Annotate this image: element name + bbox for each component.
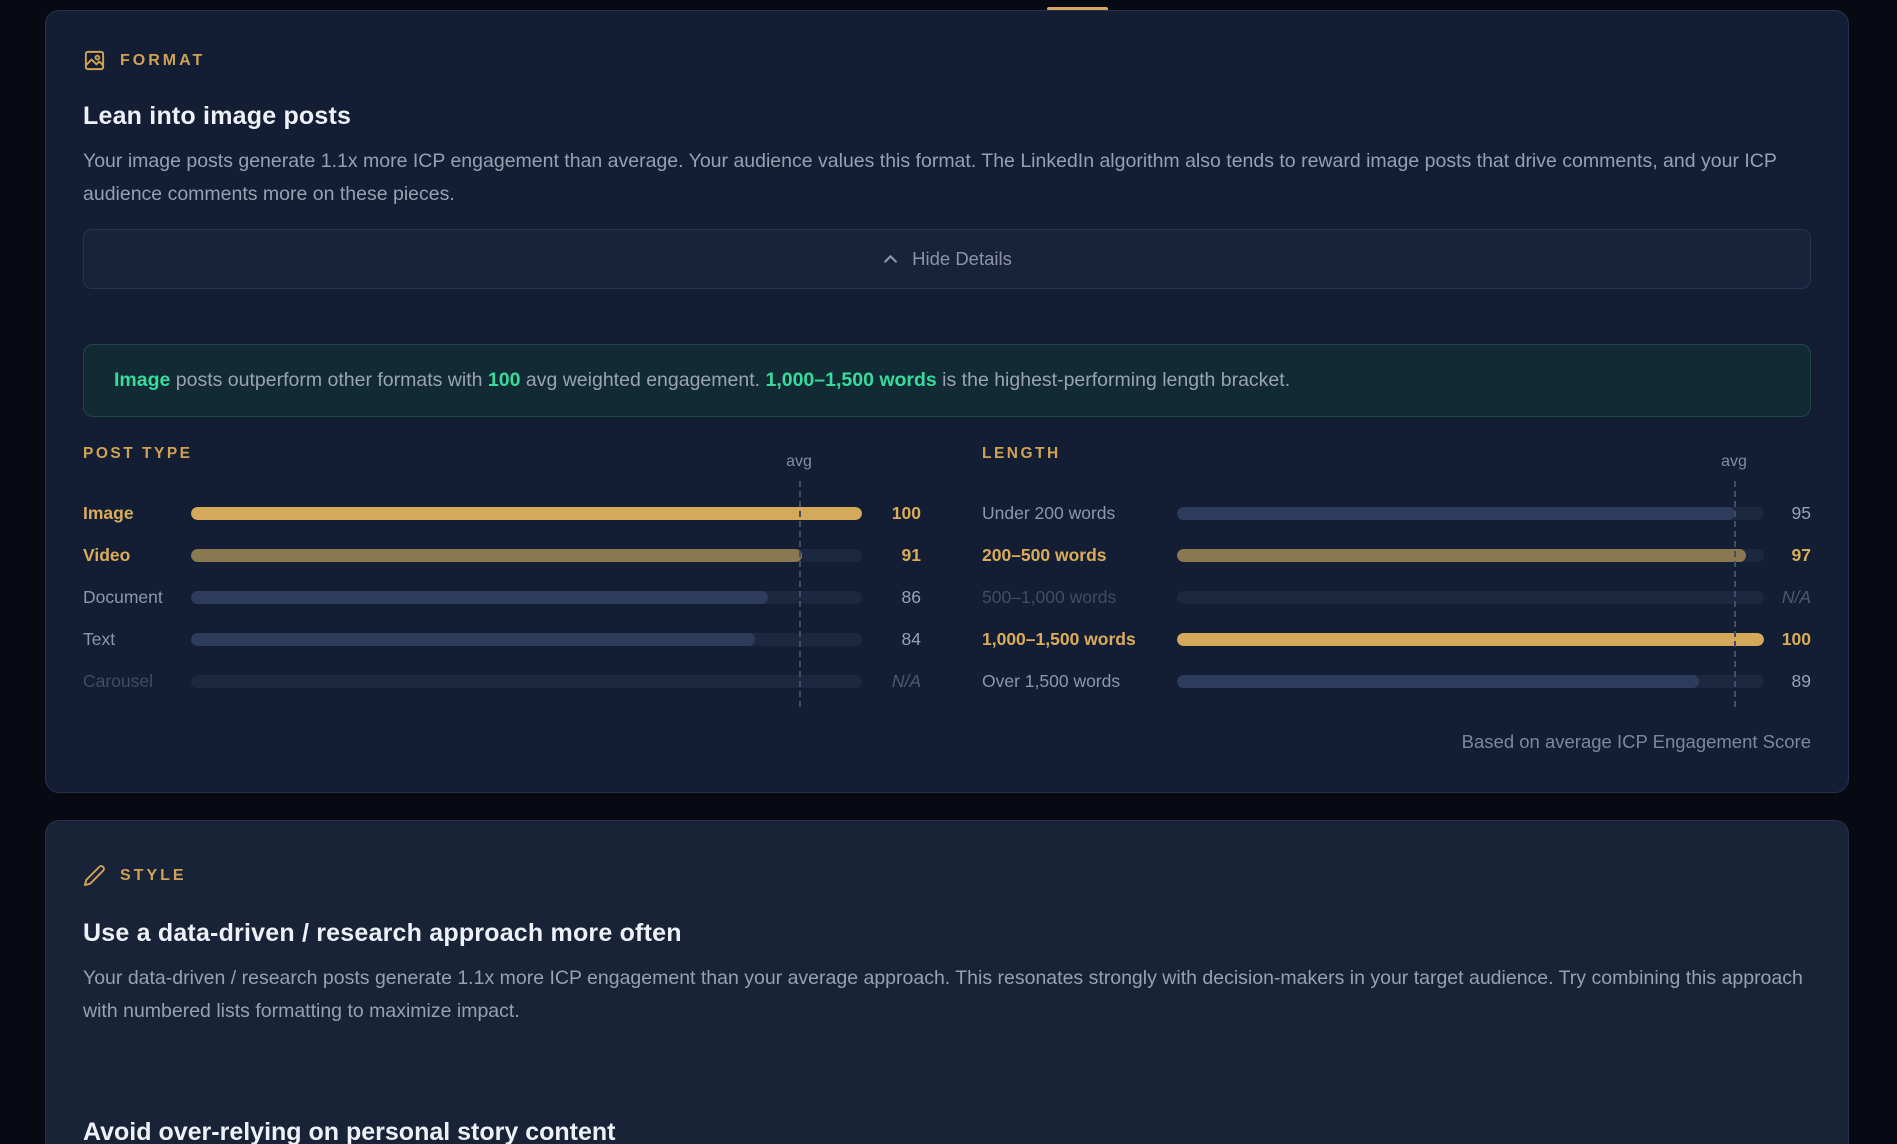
image-icon	[83, 49, 106, 72]
bar-track	[191, 590, 862, 604]
format-card: FORMAT Lean into image posts Your image …	[45, 10, 1849, 793]
length-avg-label: avg	[1721, 453, 1747, 470]
bar-label: 500–1,000 words	[982, 586, 1117, 607]
length-chart: LENGTH avg Under 200 words 95 200–500 wo…	[982, 445, 1811, 707]
bar-track	[191, 632, 862, 646]
bar-label: Text	[83, 628, 116, 649]
bar-fill	[191, 590, 769, 604]
length-chart-title: LENGTH	[982, 445, 1061, 462]
hide-details-button[interactable]: Hide Details	[83, 229, 1811, 289]
bar-label: Over 1,500 words	[982, 670, 1121, 691]
bar-row-over-1500: Over 1,500 words 89	[982, 660, 1811, 702]
bar-row-text: Text 84	[83, 618, 921, 660]
bar-value: N/A	[1781, 586, 1811, 607]
bar-row-document: Document 86	[83, 576, 921, 618]
format-description: Your image posts generate 1.1x more ICP …	[83, 150, 1777, 205]
bar-label: 1,000–1,500 words	[982, 628, 1136, 649]
bar-value: 100	[891, 502, 921, 523]
chart-footnote: Based on average ICP Engagement Score	[1461, 731, 1811, 752]
bar-track	[191, 548, 862, 562]
bar-value: 91	[901, 544, 921, 565]
bar-row-1000-1500: 1,000–1,500 words 100	[982, 618, 1811, 660]
bar-row-500-1000: 500–1,000 words N/A	[982, 576, 1811, 618]
post-type-avg-label: avg	[786, 453, 812, 470]
bar-track	[1177, 674, 1764, 688]
bar-value: 84	[901, 628, 921, 649]
style-title: Use a data-driven / research approach mo…	[83, 919, 682, 947]
charts-row: POST TYPE avg Image 100 Video 91 Documen…	[83, 445, 1811, 707]
bar-fill	[191, 548, 802, 562]
format-title: Lean into image posts	[83, 102, 352, 130]
bar-track	[1177, 632, 1764, 646]
active-tab-indicator[interactable]	[1047, 7, 1108, 11]
bar-track	[1177, 506, 1764, 520]
bar-value: 89	[1791, 670, 1811, 691]
bar-label: Carousel	[83, 670, 154, 691]
bar-row-under-200: Under 200 words 95	[982, 492, 1811, 534]
post-type-rows: Image 100 Video 91 Document 86 Text	[83, 492, 921, 702]
bar-value: 97	[1791, 544, 1811, 565]
bar-label: Video	[83, 544, 131, 565]
length-rows: Under 200 words 95 200–500 words 97 500–…	[982, 492, 1811, 702]
style-card: STYLE Use a data-driven / research appro…	[45, 820, 1849, 1144]
bar-fill	[191, 632, 755, 646]
bar-row-image: Image 100	[83, 492, 921, 534]
bar-fill	[191, 506, 862, 520]
bar-track	[1177, 548, 1764, 562]
pencil-icon	[83, 864, 106, 887]
bar-fill	[1177, 506, 1735, 520]
hide-details-label: Hide Details	[912, 248, 1012, 269]
bar-fill	[1177, 632, 1764, 646]
bar-fill	[1177, 548, 1747, 562]
bar-value: 100	[1781, 628, 1811, 649]
format-section-label: FORMAT	[120, 51, 206, 69]
bar-value: 86	[901, 586, 921, 607]
post-type-chart: POST TYPE avg Image 100 Video 91 Documen…	[83, 445, 921, 707]
insight-banner: Image posts outperform other formats wit…	[83, 344, 1811, 417]
style-title-2: Avoid over-relying on personal story con…	[83, 1118, 616, 1144]
insight-text: Image posts outperform other formats wit…	[114, 369, 1291, 391]
format-section-header: FORMAT	[83, 49, 1811, 72]
chevron-up-icon	[882, 251, 899, 268]
style-section-label: STYLE	[120, 866, 187, 884]
bar-row-video: Video 91	[83, 534, 921, 576]
bar-label: Document	[83, 586, 163, 607]
bar-fill	[1177, 674, 1700, 688]
bar-label: Under 200 words	[982, 502, 1116, 523]
bar-label: Image	[83, 502, 134, 523]
bar-row-200-500: 200–500 words 97	[982, 534, 1811, 576]
style-section-header: STYLE	[83, 864, 1811, 887]
post-type-chart-title: POST TYPE	[83, 445, 193, 462]
bar-value: 95	[1791, 502, 1811, 523]
style-description: Your data-driven / research posts genera…	[83, 967, 1803, 1022]
bar-track	[191, 674, 862, 688]
bar-row-carousel: Carousel N/A	[83, 660, 921, 702]
bar-label: 200–500 words	[982, 544, 1107, 565]
bar-value: N/A	[891, 670, 921, 691]
bar-track	[1177, 590, 1764, 604]
bar-track	[191, 506, 862, 520]
